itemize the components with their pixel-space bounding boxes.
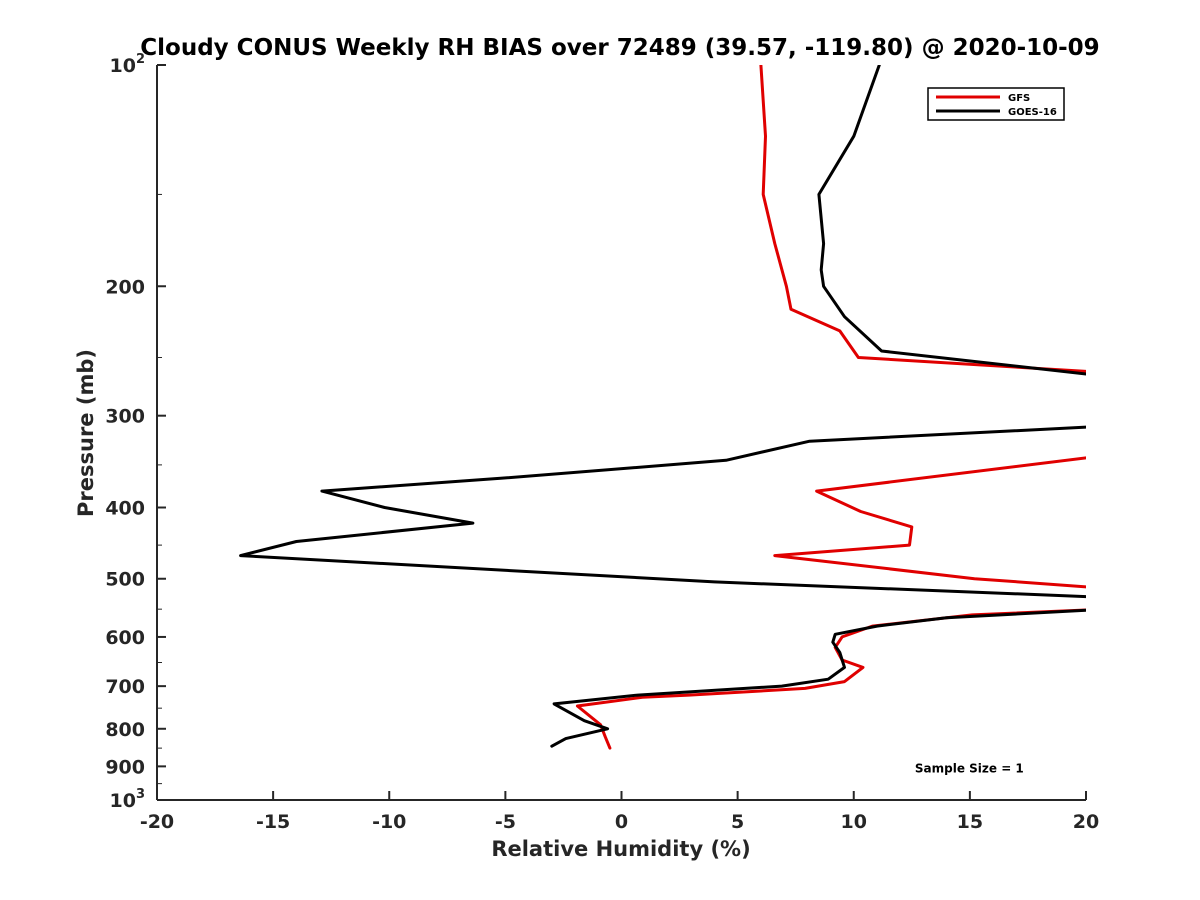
legend-box [927, 87, 1065, 121]
y-tick-label: 400 [105, 498, 145, 520]
x-tick-label: 0 [615, 811, 628, 833]
y-tick-label: 103 [110, 787, 146, 812]
legend-label: GOES-16 [1008, 107, 1057, 118]
x-tick-label: 5 [731, 811, 744, 833]
goes-16-series-line [239, 65, 1086, 748]
y-tick-label: 500 [105, 569, 145, 591]
y-tick-label: 102 [110, 52, 146, 77]
legend: GFS GOES-16 [927, 87, 1065, 121]
x-axis-label: Relative Humidity (%) [491, 837, 750, 861]
y-tick-label: 300 [105, 406, 145, 428]
x-tick-label: -20 [140, 811, 174, 833]
y-tick-label: 700 [105, 676, 145, 698]
sample-size-annotation: Sample Size = 1 [915, 761, 1024, 775]
y-axis-label: Pressure (mb) [74, 349, 98, 517]
x-tick-label: 20 [1073, 811, 1099, 833]
chart-title: Cloudy CONUS Weekly RH BIAS over 72489 (… [140, 35, 1099, 61]
x-tick-label: 15 [957, 811, 983, 833]
series-lines [239, 65, 1086, 750]
gfs-series-line [575, 65, 1086, 750]
x-tick-label: -5 [495, 811, 516, 833]
x-tick-label: -15 [256, 811, 290, 833]
x-tick-label: 10 [841, 811, 867, 833]
y-tick-label: 600 [105, 627, 145, 649]
x-tick-label: -10 [372, 811, 406, 833]
plot-area: -20 -15 -10 -5 0 5 10 15 20 102 200 300 400 500 600 700… [105, 52, 1099, 833]
y-tick-label: 800 [105, 719, 145, 741]
legend-label: GFS [1008, 93, 1030, 104]
y-tick-label: 900 [105, 756, 145, 778]
y-tick-label: 200 [105, 276, 145, 298]
